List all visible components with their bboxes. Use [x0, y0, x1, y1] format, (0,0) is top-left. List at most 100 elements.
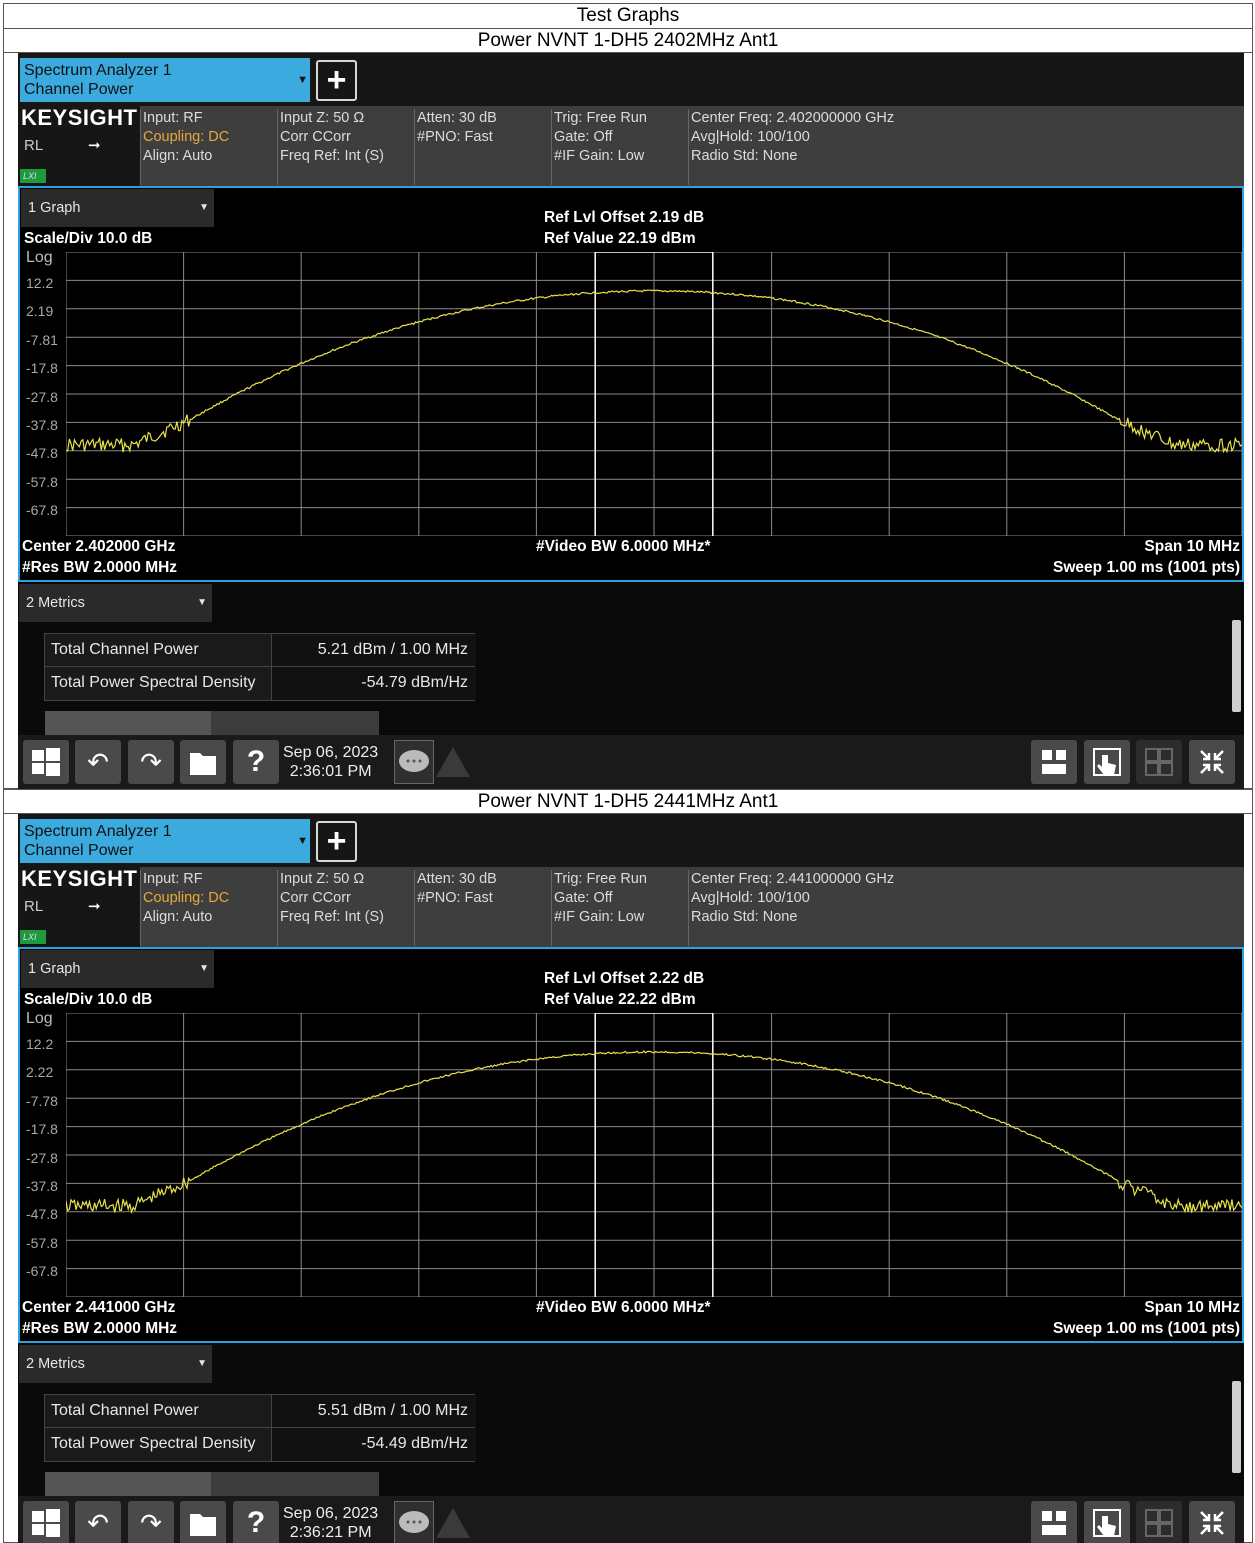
messages-button[interactable]	[394, 740, 434, 784]
metrics-dropdown-label: 2 Metrics	[26, 595, 85, 611]
fullscreen-button[interactable]	[1189, 1501, 1235, 1543]
keysight-logo: KEYSIGHT RL ➞ LXI	[18, 106, 140, 186]
help-button[interactable]: ?	[233, 1501, 279, 1543]
warning-icon	[436, 1508, 470, 1538]
grid-layout-icon	[1042, 1511, 1066, 1535]
add-screen-button[interactable]: +	[316, 821, 357, 862]
metric-value: 5.21 dBm / 1.00 MHz	[317, 641, 468, 658]
channel-bandwidth-marker	[594, 252, 714, 536]
plot-grid	[66, 252, 1242, 536]
metrics-dropdown-label: 2 Metrics	[26, 1356, 85, 1372]
metrics-row: Total Power Spectral Density -54.79 dBm/H…	[44, 667, 476, 701]
frequency-settings[interactable]: Center Freq: 2.402000000 GHz Avg|Hold: 1…	[688, 109, 988, 185]
metrics-tabs[interactable]	[45, 1472, 379, 1496]
layout-button[interactable]	[1031, 740, 1077, 784]
pno-label: #PNO: Fast	[417, 890, 493, 906]
redo-button[interactable]: ↷	[128, 1501, 174, 1543]
tab-bar: Spectrum Analyzer 1 Channel Power ▼ +	[18, 814, 1244, 867]
file-button[interactable]	[180, 1501, 226, 1543]
atten-label: Atten: 30 dB	[417, 871, 497, 887]
center-frequency-label: Center 2.402000 GHz	[22, 538, 176, 555]
settings-bar[interactable]: KEYSIGHT RL ➞ LXI Input: RF Coupling: DC…	[18, 106, 1244, 186]
multi-window-button[interactable]	[1136, 740, 1182, 784]
metrics-tab-2[interactable]	[211, 711, 379, 735]
analyzer-screenshot: Spectrum Analyzer 1 Channel Power ▼ + KE…	[18, 814, 1244, 1543]
settings-bar[interactable]: KEYSIGHT RL ➞ LXI Input: RF Coupling: DC…	[18, 867, 1244, 947]
date-time: Sep 06, 2023 2:36:01 PM	[283, 743, 378, 781]
avg-hold-label: Avg|Hold: 100/100	[691, 890, 810, 906]
spectrum-plot[interactable]	[66, 252, 1242, 536]
atten-settings[interactable]: Atten: 30 dB #PNO: Fast	[414, 870, 551, 946]
windows-icon	[32, 748, 60, 776]
rl-indicator: RL	[24, 137, 44, 154]
brand-name: KEYSIGHT	[21, 866, 138, 891]
ref-value: Ref Value 22.19 dBm	[544, 230, 696, 247]
graph-dropdown[interactable]: 1 Graph ▼	[21, 950, 214, 988]
impedance-settings[interactable]: Input Z: 50 Ω Corr CCorr Freq Ref: Int (…	[277, 109, 414, 185]
y-tick-label: -67.8	[26, 1263, 58, 1280]
scrollbar[interactable]	[1232, 1381, 1241, 1473]
add-screen-button[interactable]: +	[316, 60, 357, 101]
graph-dropdown-label: 1 Graph	[28, 961, 81, 977]
help-icon: ?	[246, 745, 266, 778]
graph-window[interactable]: 1 Graph ▼ Scale/Div 10.0 dB Log Ref Lvl …	[18, 947, 1244, 1343]
panel-caption: Power NVNT 1-DH5 2402MHz Ant1	[3, 28, 1253, 54]
y-tick-label: -57.8	[26, 473, 58, 490]
layout-button[interactable]	[1031, 1501, 1077, 1543]
windows-start-button[interactable]	[23, 1501, 69, 1543]
chat-bubble-icon	[399, 750, 429, 772]
touch-button[interactable]	[1084, 1501, 1130, 1543]
redo-button[interactable]: ↷	[128, 740, 174, 784]
fullscreen-button[interactable]	[1189, 740, 1235, 784]
input-settings[interactable]: Input: RF Coupling: DC Align: Auto	[140, 109, 277, 185]
measurement-tab[interactable]: Spectrum Analyzer 1 Channel Power ▼	[20, 819, 310, 863]
gate-label: Gate: Off	[554, 129, 613, 145]
metrics-row: Total Channel Power 5.51 dBm / 1.00 MHz	[44, 1394, 476, 1428]
touch-hand-icon	[1093, 748, 1121, 776]
metrics-window[interactable]: 2 Metrics ▼ Total Channel Power 5.51 dBm …	[18, 1343, 1244, 1496]
metrics-dropdown[interactable]: 2 Metrics ▼	[19, 584, 212, 622]
file-button[interactable]	[180, 740, 226, 784]
impedance-settings[interactable]: Input Z: 50 Ω Corr CCorr Freq Ref: Int (…	[277, 870, 414, 946]
messages-button[interactable]	[394, 1501, 434, 1543]
multi-window-button[interactable]	[1136, 1501, 1182, 1543]
trigger-settings[interactable]: Trig: Free Run Gate: Off #IF Gain: Low	[551, 109, 688, 185]
metrics-dropdown[interactable]: 2 Metrics ▼	[19, 1345, 212, 1383]
help-button[interactable]: ?	[233, 740, 279, 784]
metric-value: -54.79 dBm/Hz	[361, 674, 468, 691]
y-tick-label: -67.8	[26, 502, 58, 519]
atten-settings[interactable]: Atten: 30 dB #PNO: Fast	[414, 109, 551, 185]
center-frequency-label: Center 2.441000 GHz	[22, 1299, 176, 1316]
metrics-row: Total Channel Power 5.21 dBm / 1.00 MHz	[44, 633, 476, 667]
ref-level-offset: Ref Lvl Offset 2.19 dB	[544, 209, 705, 226]
scrollbar[interactable]	[1232, 620, 1241, 712]
graph-dropdown-label: 1 Graph	[28, 200, 81, 216]
graph-window[interactable]: 1 Graph ▼ Scale/Div 10.0 dB Log Ref Lvl …	[18, 186, 1244, 582]
undo-button[interactable]: ↶	[75, 740, 121, 784]
tab-subtitle: Channel Power	[24, 842, 134, 859]
metrics-window[interactable]: 2 Metrics ▼ Total Channel Power 5.21 dBm …	[18, 582, 1244, 735]
dropdown-arrow-icon: ▼	[197, 1358, 207, 1369]
input-z-label: Input Z: 50 Ω	[280, 110, 365, 126]
keysight-logo: KEYSIGHT RL ➞ LXI	[18, 867, 140, 947]
window-grid-icon	[1145, 748, 1173, 776]
tab-subtitle: Channel Power	[24, 81, 134, 98]
y-tick-label: 2.22	[26, 1064, 54, 1081]
undo-button[interactable]: ↶	[75, 1501, 121, 1543]
y-tick-label: -57.8	[26, 1234, 58, 1251]
input-settings[interactable]: Input: RF Coupling: DC Align: Auto	[140, 870, 277, 946]
graph-dropdown[interactable]: 1 Graph ▼	[21, 189, 214, 227]
frequency-settings[interactable]: Center Freq: 2.441000000 GHz Avg|Hold: 1…	[688, 870, 988, 946]
windows-start-button[interactable]	[23, 740, 69, 784]
metrics-tabs[interactable]	[45, 711, 379, 735]
trigger-settings[interactable]: Trig: Free Run Gate: Off #IF Gain: Low	[551, 870, 688, 946]
windows-icon	[32, 1509, 60, 1537]
touch-button[interactable]	[1084, 740, 1130, 784]
y-tick-label: -27.8	[26, 388, 58, 405]
metrics-tab-2[interactable]	[211, 1472, 379, 1496]
y-tick-label: -17.8	[26, 1121, 58, 1138]
y-tick-label: -47.8	[26, 445, 58, 462]
measurement-tab[interactable]: Spectrum Analyzer 1 Channel Power ▼	[20, 58, 310, 102]
input-z-label: Input Z: 50 Ω	[280, 871, 365, 887]
spectrum-plot[interactable]	[66, 1013, 1242, 1297]
